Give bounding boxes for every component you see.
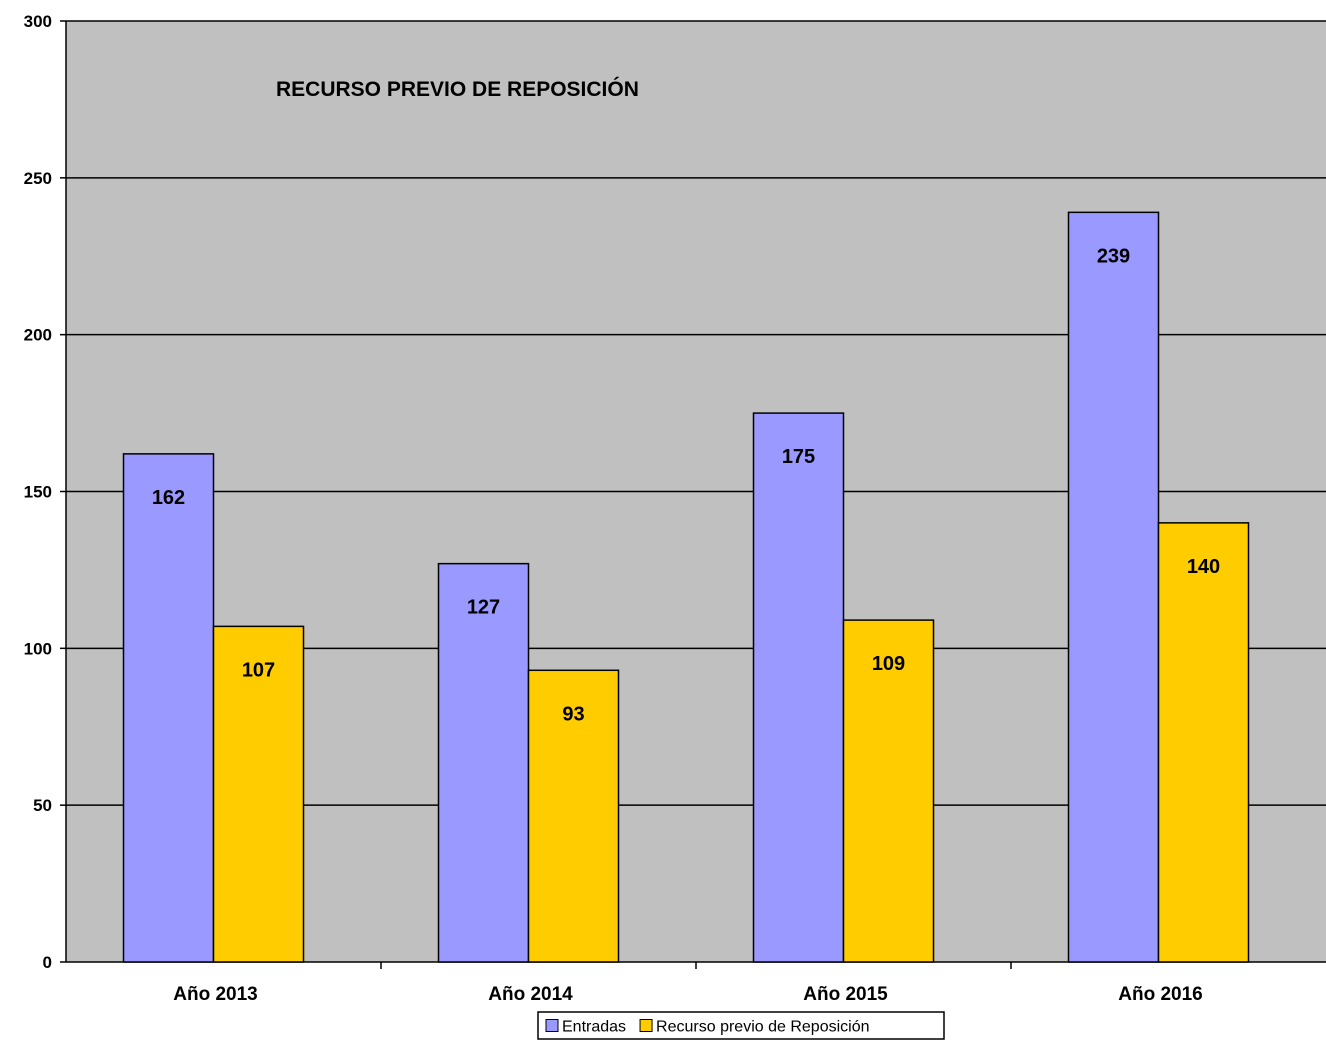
bar-recurso-previo-de-reposici-n-2 bbox=[842, 619, 935, 963]
data-label: 107 bbox=[242, 659, 275, 681]
data-label: 239 bbox=[1097, 245, 1130, 267]
y-tick-label: 150 bbox=[24, 483, 52, 502]
y-tick-label: 200 bbox=[24, 326, 52, 345]
data-label: 109 bbox=[872, 653, 905, 675]
data-label: 127 bbox=[467, 597, 500, 619]
bar-entradas-0 bbox=[122, 453, 215, 963]
y-tick-label: 100 bbox=[24, 639, 52, 658]
bar-recurso-previo-de-reposici-n-3 bbox=[1157, 522, 1250, 963]
bar-recurso-previo-de-reposici-n-1 bbox=[527, 669, 620, 963]
bar-entradas-1 bbox=[437, 562, 530, 963]
y-tick-label: 0 bbox=[43, 953, 52, 972]
legend-label: Recurso previo de Reposición bbox=[656, 1019, 869, 1036]
x-tick-label: Año 2014 bbox=[488, 984, 573, 1005]
data-label: 93 bbox=[562, 703, 584, 725]
data-label: 175 bbox=[782, 446, 815, 468]
y-tick-label: 300 bbox=[24, 12, 52, 31]
x-tick-label: Año 2015 bbox=[803, 984, 888, 1005]
x-tick-label: Año 2016 bbox=[1118, 984, 1202, 1005]
x-tick-label: Año 2013 bbox=[173, 984, 257, 1005]
legend-swatch bbox=[545, 1019, 559, 1032]
bar-recurso-previo-de-reposici-n-0 bbox=[212, 625, 305, 963]
chart-title: RECURSO PREVIO DE REPOSICIÓN bbox=[276, 77, 639, 101]
data-label: 162 bbox=[152, 487, 185, 509]
bar-entradas-2 bbox=[752, 412, 845, 963]
y-tick-label: 250 bbox=[24, 169, 52, 188]
legend-swatch bbox=[639, 1019, 653, 1032]
y-tick-label: 50 bbox=[33, 796, 52, 815]
bar-entradas-3 bbox=[1067, 211, 1160, 963]
data-label: 140 bbox=[1187, 556, 1220, 578]
legend bbox=[537, 1011, 945, 1040]
legend-label: Entradas bbox=[562, 1019, 626, 1036]
